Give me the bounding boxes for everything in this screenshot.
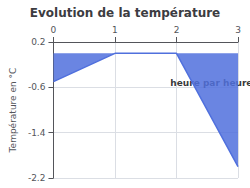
svg-text:2: 2 bbox=[174, 25, 180, 35]
svg-text:0: 0 bbox=[51, 25, 57, 35]
svg-text:-2.2: -2.2 bbox=[28, 173, 46, 183]
svg-text:-0.6: -0.6 bbox=[28, 82, 46, 92]
svg-text:Température en °C: Température en °C bbox=[8, 68, 18, 154]
svg-text:0.2: 0.2 bbox=[31, 37, 45, 47]
svg-text:-1.4: -1.4 bbox=[28, 128, 46, 138]
svg-text:1: 1 bbox=[112, 25, 118, 35]
svg-text:Evolution de la température: Evolution de la température bbox=[30, 6, 221, 20]
svg-text:3: 3 bbox=[235, 25, 241, 35]
